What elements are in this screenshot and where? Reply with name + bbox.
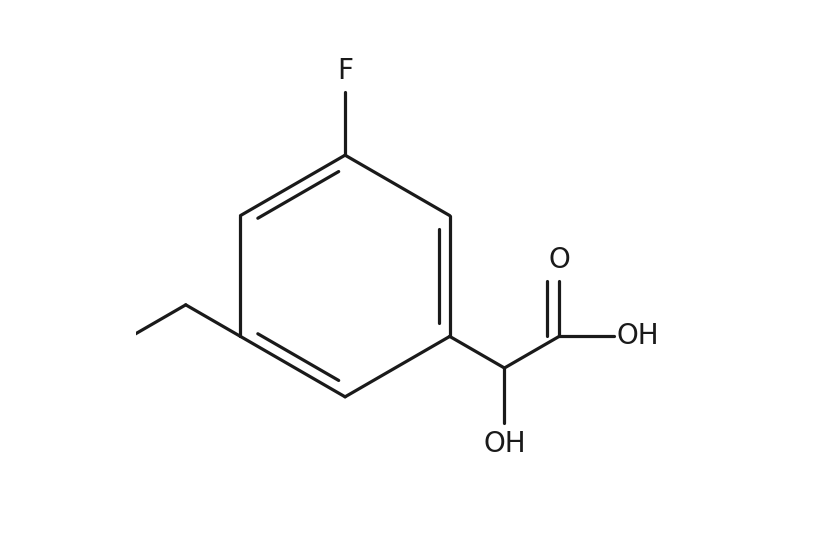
Text: OH: OH (483, 430, 526, 458)
Text: F: F (337, 57, 353, 85)
Text: OH: OH (616, 322, 659, 351)
Text: O: O (548, 246, 570, 274)
